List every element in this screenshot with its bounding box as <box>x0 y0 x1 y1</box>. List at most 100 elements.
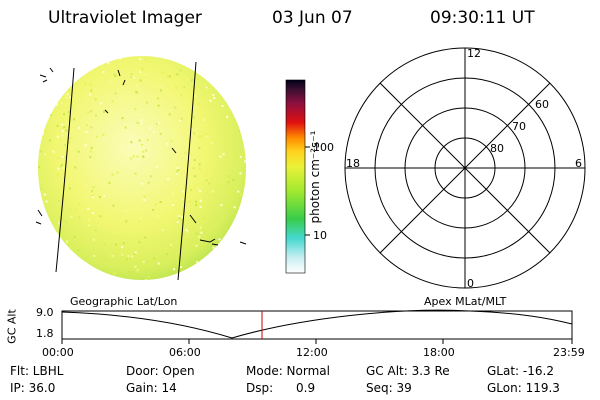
speckle-dot <box>60 164 63 166</box>
speckle-dot <box>92 212 95 215</box>
speckle-dot <box>41 235 44 238</box>
speckle-dot <box>227 181 230 184</box>
speckle-dot <box>69 137 72 140</box>
speckle-dot <box>145 279 147 280</box>
speckle-dot <box>194 95 197 97</box>
speckle-dot <box>137 177 139 179</box>
speckle-dot <box>170 139 173 142</box>
colorbar-unit-label: photon cm⁻²s⁻¹ <box>308 130 322 224</box>
speckle-dot <box>152 208 155 211</box>
speckle-dot <box>130 76 133 79</box>
speckle-dot <box>176 221 179 224</box>
altitude-curve <box>61 309 573 339</box>
speckle-dot <box>246 205 248 207</box>
speckle-dot <box>86 124 88 127</box>
speckle-dot <box>39 150 42 153</box>
speckle-dot <box>62 156 64 158</box>
speckle-dot <box>121 253 124 256</box>
speckle-dot <box>41 97 44 100</box>
speckle-dot <box>137 219 140 222</box>
speckle-dot <box>179 119 182 122</box>
speckle-dot <box>110 108 113 111</box>
speckle-dot <box>73 235 76 238</box>
speckle-dot <box>60 102 63 105</box>
speckle-dot <box>39 226 42 229</box>
speckle-dot <box>149 175 152 178</box>
speckle-dot <box>125 142 127 145</box>
time-tick-0600: 06:00 <box>169 346 201 359</box>
speckle-dot <box>207 85 210 88</box>
speckle-dot <box>91 196 94 198</box>
speckle-dot <box>190 189 192 191</box>
speckle-dot <box>136 269 139 272</box>
speckle-dot <box>43 193 46 196</box>
info-ip: IP: 36.0 <box>10 381 56 395</box>
speckle-dot <box>95 114 97 117</box>
speckle-dot <box>54 254 57 257</box>
speckle-dot <box>243 139 246 141</box>
speckle-dot <box>139 79 142 82</box>
speckle-dot <box>92 186 95 188</box>
info-gc-altitude: GC Alt: 3.3 Re <box>366 364 450 378</box>
speckle-dot <box>210 142 213 145</box>
speckle-dot <box>224 133 227 136</box>
lat-label-70: 70 <box>512 120 526 133</box>
speckle-dot <box>116 171 119 174</box>
speckle-dot <box>242 96 245 99</box>
speckle-dot <box>113 73 116 76</box>
speckle-dot <box>238 129 241 132</box>
speckle-dot <box>212 94 215 97</box>
speckle-dot <box>114 92 117 95</box>
speckle-dot <box>133 253 136 256</box>
speckle-dot <box>134 265 137 268</box>
speckle-dot <box>226 115 229 118</box>
speckle-dot <box>64 144 66 147</box>
speckle-dot <box>197 187 200 190</box>
speckle-dot <box>199 190 202 193</box>
speckle-dot <box>89 83 92 86</box>
speckle-dot <box>180 219 183 222</box>
speckle-dot <box>160 89 162 92</box>
speckle-dot <box>103 195 106 198</box>
speckle-dot <box>157 262 160 265</box>
speckle-dot <box>162 134 164 136</box>
speckle-dot <box>134 108 137 110</box>
speckle-dot <box>57 189 60 192</box>
colorbar-label-10: 10 <box>313 229 327 242</box>
speckle-dot <box>142 150 145 153</box>
speckle-dot <box>96 267 99 270</box>
speckle-dot <box>136 155 139 158</box>
speckle-dot <box>44 177 47 180</box>
speckle-dot <box>102 70 105 73</box>
speckle-dot <box>228 237 231 239</box>
speckle-dot <box>161 229 164 232</box>
colorbar-label-100: 100 <box>313 141 334 154</box>
speckle-dot <box>111 254 114 257</box>
speckle-dot <box>194 223 196 226</box>
speckle-dot <box>132 155 135 158</box>
speckle-dot <box>38 196 41 198</box>
altitude-frame <box>61 310 573 340</box>
speckle-dot <box>212 190 214 193</box>
speckle-dot <box>184 60 187 63</box>
speckle-dot <box>89 67 92 70</box>
speckle-dot <box>233 63 236 66</box>
speckle-dot <box>140 70 143 73</box>
time-label: 09:30:11 UT <box>430 8 535 28</box>
speckle-dot <box>84 144 87 147</box>
speckle-dot <box>136 84 139 87</box>
speckle-dot <box>209 99 212 102</box>
speckle-dot <box>125 258 128 261</box>
speckle-dot <box>207 229 210 232</box>
speckle-dot <box>52 106 55 109</box>
speckle-dot <box>134 172 137 175</box>
speckle-dot <box>96 135 98 138</box>
speckle-dot <box>230 99 233 102</box>
speckle-dot <box>237 56 240 59</box>
speckle-dot <box>63 126 66 129</box>
speckle-dot <box>68 187 71 190</box>
speckle-dot <box>102 133 105 136</box>
polar-diagonal-b <box>379 82 551 254</box>
speckle-dot <box>74 166 77 169</box>
